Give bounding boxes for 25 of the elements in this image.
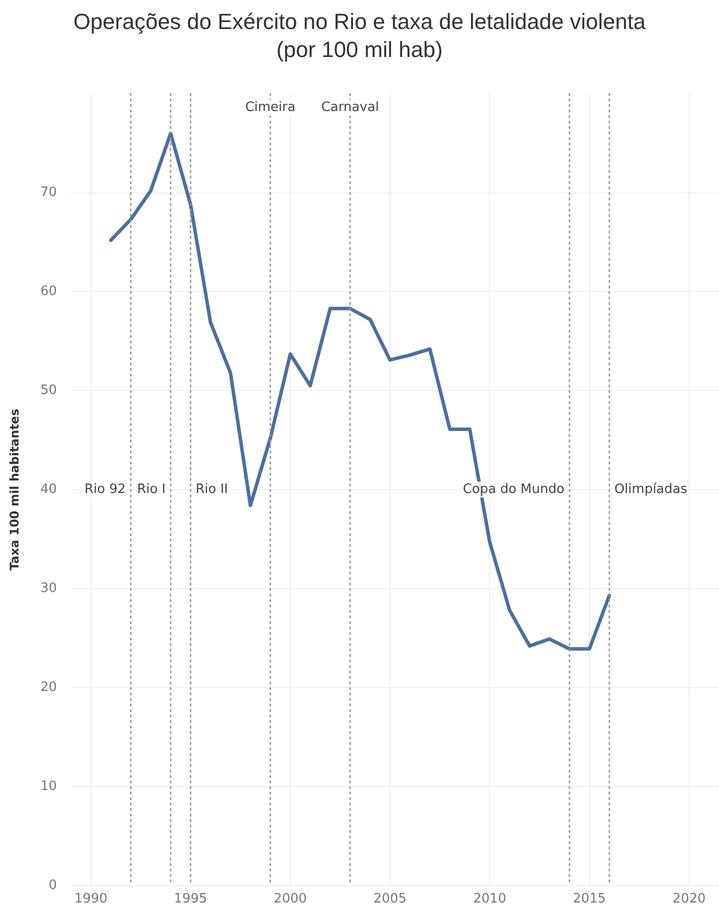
- y-tick-label: 20: [40, 680, 57, 695]
- y-tick-label: 70: [40, 185, 57, 200]
- ref-line-label: Rio 92: [84, 482, 126, 497]
- ref-line-label: Copa do Mundo: [462, 482, 564, 497]
- ref-line-label: Carnaval: [321, 100, 379, 116]
- x-tick-label: 1995: [174, 892, 208, 907]
- chart-title: Operações do Exército no Rio e taxa de letalidade violenta: [72, 8, 647, 36]
- ref-line-label: Rio II: [196, 482, 228, 497]
- y-tick-label: 40: [40, 482, 57, 497]
- chart-subtitle: (por 100 mil hab): [275, 36, 444, 64]
- ref-line-label: Olimpíadas: [614, 482, 688, 497]
- x-tick-label: 2020: [672, 892, 706, 907]
- x-tick-label: 2005: [373, 892, 407, 907]
- ref-line-label: Cimeira: [245, 100, 296, 116]
- x-tick-label: 1990: [74, 892, 108, 907]
- y-tick-label: 0: [48, 878, 57, 893]
- x-tick-label: 2015: [572, 892, 606, 907]
- x-tick-label: 2010: [473, 892, 506, 907]
- y-axis-title: Taxa 100 mil habitantes: [7, 408, 22, 570]
- y-tick-label: 10: [40, 778, 57, 794]
- y-tick-label: 60: [40, 284, 57, 300]
- x-tick-label: 2000: [274, 892, 307, 907]
- y-tick-label: 50: [40, 383, 57, 398]
- y-tick-label: 30: [40, 580, 57, 596]
- ref-line-label: Rio I: [137, 482, 166, 497]
